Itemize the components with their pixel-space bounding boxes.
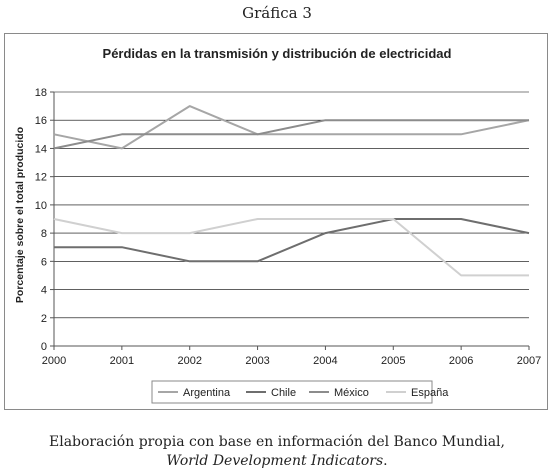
legend-label: México bbox=[334, 387, 369, 399]
x-tick-label: 2003 bbox=[245, 355, 269, 367]
y-tick-label: 14 bbox=[35, 143, 47, 155]
series-line-argentina bbox=[53, 105, 530, 150]
y-tick-label: 8 bbox=[41, 228, 47, 240]
x-tick-label: 2001 bbox=[110, 355, 134, 367]
axes: 0 2 4 6 8 10 12 14 16 18 2000 2001 2002 2003 2004 2005 2… bbox=[35, 87, 541, 367]
y-tick-label: 16 bbox=[35, 115, 47, 127]
y-tick-label: 18 bbox=[35, 87, 47, 99]
legend-label: España bbox=[411, 387, 449, 399]
y-tick-label: 6 bbox=[41, 256, 47, 268]
series-lines bbox=[53, 105, 530, 277]
legend-label: Chile bbox=[271, 387, 296, 399]
x-tick-label: 2006 bbox=[449, 355, 473, 367]
gridlines bbox=[54, 91, 529, 319]
x-tick-label: 2005 bbox=[381, 355, 405, 367]
chart-frame bbox=[4, 33, 548, 410]
series-line-españa bbox=[53, 218, 529, 277]
x-tick-label: 2004 bbox=[313, 355, 337, 367]
source-line-2: World Development Indicators. bbox=[0, 452, 554, 471]
chart-title: Pérdidas en la transmisión y distribució… bbox=[103, 46, 452, 61]
y-tick-label: 10 bbox=[35, 200, 47, 212]
source-note: Elaboración propia con base en informaci… bbox=[0, 433, 554, 471]
x-tick-label: 2007 bbox=[517, 355, 541, 367]
source-period: . bbox=[383, 453, 388, 469]
legend-box bbox=[151, 380, 433, 404]
y-tick-label: 12 bbox=[35, 172, 47, 184]
series-line-chile bbox=[54, 218, 530, 263]
legend: Argentina Chile México España bbox=[151, 380, 449, 404]
y-tick-label: 0 bbox=[41, 341, 47, 353]
x-tick-label: 2002 bbox=[177, 355, 201, 367]
x-tick-label: 2000 bbox=[42, 355, 66, 367]
figure-caption: Gráfica 3 bbox=[242, 4, 312, 22]
y-tick-label: 2 bbox=[41, 313, 47, 325]
series-line-méxico bbox=[53, 119, 529, 150]
y-axis-label: Porcentaje sobre el total producido bbox=[14, 127, 26, 303]
source-line-1: Elaboración propia con base en informaci… bbox=[49, 434, 505, 450]
source-publication: World Development Indicators bbox=[166, 453, 384, 469]
y-tick-label: 4 bbox=[41, 285, 47, 297]
legend-label: Argentina bbox=[183, 387, 231, 399]
